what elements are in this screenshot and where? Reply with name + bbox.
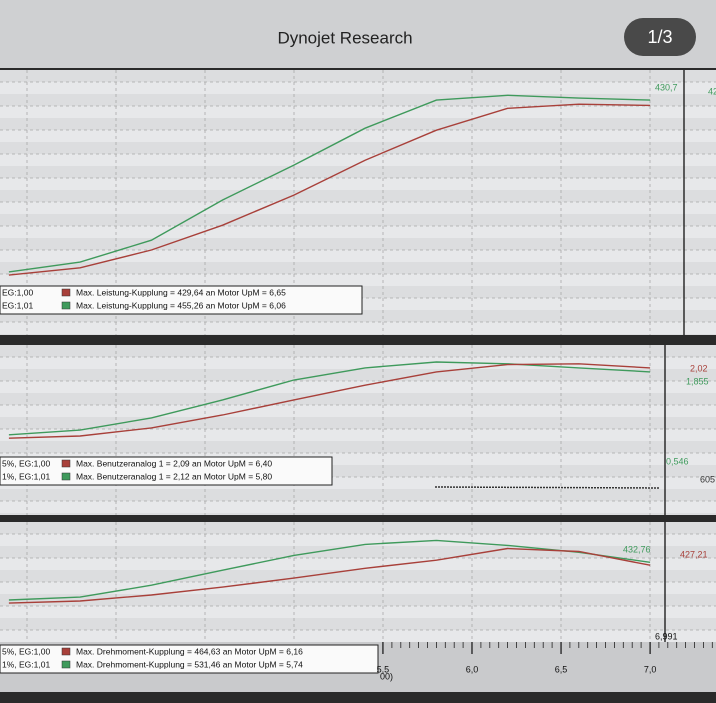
grid-band: [0, 178, 716, 190]
annotation: 605: [700, 474, 715, 484]
legend-text: Max. Drehmoment-Kupplung = 531,46 an Mot…: [76, 659, 303, 669]
legend-prefix: 1%, EG:1,01: [2, 471, 50, 481]
curve: [8, 103, 651, 276]
axis-fragment: 00): [380, 671, 393, 681]
annotation: 2,02: [690, 363, 708, 373]
grid-band: [0, 534, 716, 546]
legend-swatch: [61, 660, 71, 669]
legend-swatch: [61, 472, 71, 481]
curve: [8, 361, 651, 436]
grid-band: [0, 274, 716, 286]
grid-band: [0, 429, 716, 441]
legend-prefix: 5%, EG:1,00: [2, 646, 50, 656]
legend-box: [0, 285, 363, 315]
grid-band: [0, 405, 716, 417]
grid-band: [0, 501, 716, 513]
legend-text: Max. Leistung-Kupplung = 455,26 an Motor…: [76, 300, 286, 310]
x-tick-label: 6,5: [555, 664, 568, 674]
page-badge-text: 1/3: [647, 27, 672, 47]
annotation: 1,855: [686, 376, 709, 386]
grid-band: [0, 558, 716, 570]
legend-text: Max. Benutzeranalog 1 = 2,12 an Motor Up…: [76, 471, 272, 481]
x-tick-label: 6,0: [466, 664, 479, 674]
curve: [8, 363, 651, 439]
title-bar: [0, 0, 716, 68]
annotation: 430,7: [655, 82, 678, 92]
legend-swatch: [61, 288, 71, 297]
separator: [0, 515, 716, 522]
grid-band: [0, 106, 716, 118]
curve: [8, 94, 651, 273]
legend-swatch: [61, 647, 71, 656]
separator: [0, 335, 716, 345]
grid-band: [0, 357, 716, 369]
grid-band: [0, 154, 716, 166]
annotation: 432,76: [623, 544, 651, 554]
curve: [8, 539, 651, 601]
grid-band: [0, 82, 716, 94]
x-tick-label: 5,5: [377, 664, 390, 674]
grid-band: [0, 322, 716, 334]
annotation: 0,546: [666, 456, 689, 466]
cursor-label: 6,991: [655, 631, 678, 641]
legend-text: Max. Leistung-Kupplung = 429,64 an Motor…: [76, 287, 286, 297]
grid-band: [0, 606, 716, 618]
legend-swatch: [61, 459, 71, 468]
window-title: Dynojet Research: [277, 28, 412, 47]
grid-band: [0, 250, 716, 262]
legend-prefix: EG:1,00: [2, 287, 33, 297]
legend-prefix: 1%, EG:1,01: [2, 659, 50, 669]
grid-band: [0, 630, 716, 642]
page-badge: [624, 18, 696, 56]
legend-swatch: [61, 301, 71, 310]
legend-text: Max. Benutzeranalog 1 = 2,09 an Motor Up…: [76, 458, 272, 468]
grid-band: [0, 202, 716, 214]
noise-trace: [434, 486, 661, 489]
legend-prefix: 5%, EG:1,00: [2, 458, 50, 468]
x-tick-label: 7,0: [644, 664, 657, 674]
legend-box: [0, 456, 333, 486]
annotation: 42: [708, 86, 716, 96]
grid-band: [0, 130, 716, 142]
curve: [8, 547, 651, 604]
legend-text: Max. Drehmoment-Kupplung = 464,63 an Mot…: [76, 646, 303, 656]
grid-band: [0, 226, 716, 238]
legend-prefix: EG:1,01: [2, 300, 33, 310]
grid-band: [0, 582, 716, 594]
annotation: 427,21: [680, 549, 708, 559]
